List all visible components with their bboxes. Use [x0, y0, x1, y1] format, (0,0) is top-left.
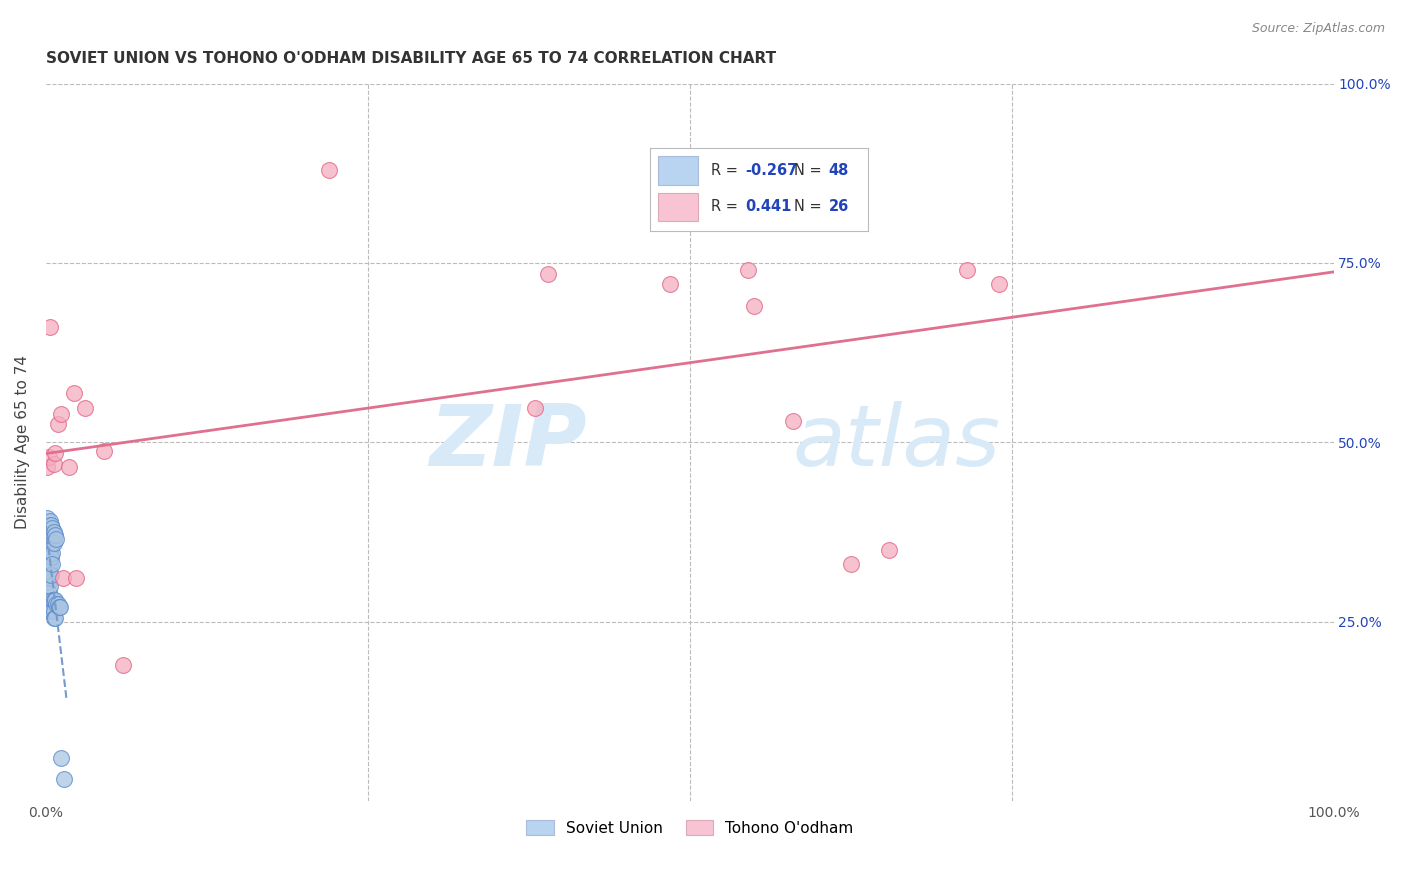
Point — [537, 267, 560, 281]
Point — [52, 572, 75, 586]
Point — [44, 611, 66, 625]
Point — [37, 524, 59, 539]
Point — [38, 586, 60, 600]
Point — [41, 593, 63, 607]
Point — [44, 446, 66, 460]
Point — [38, 597, 60, 611]
Point — [38, 535, 60, 549]
Point — [659, 277, 682, 292]
Point — [318, 162, 340, 177]
Text: 0.441: 0.441 — [745, 199, 792, 214]
Point — [38, 604, 60, 618]
Point — [41, 535, 63, 549]
Point — [65, 572, 87, 586]
Point — [39, 528, 62, 542]
Point — [524, 401, 547, 415]
Point — [839, 557, 862, 571]
Text: 26: 26 — [828, 199, 849, 214]
FancyBboxPatch shape — [658, 193, 697, 221]
Point — [38, 564, 60, 578]
Point — [955, 263, 977, 277]
Point — [37, 539, 59, 553]
Point — [46, 417, 69, 432]
Point — [42, 535, 65, 549]
Point — [37, 560, 59, 574]
Text: N =: N = — [793, 199, 825, 214]
Point — [38, 568, 60, 582]
Point — [45, 532, 67, 546]
Point — [51, 751, 73, 765]
Text: -0.267: -0.267 — [745, 163, 797, 178]
Point — [42, 457, 65, 471]
Point — [38, 517, 60, 532]
Point — [44, 528, 66, 542]
Point — [37, 575, 59, 590]
Point — [46, 597, 69, 611]
Point — [782, 414, 804, 428]
Text: SOVIET UNION VS TOHONO O'ODHAM DISABILITY AGE 65 TO 74 CORRELATION CHART: SOVIET UNION VS TOHONO O'ODHAM DISABILIT… — [46, 51, 776, 66]
Text: ZIP: ZIP — [429, 401, 586, 483]
Legend: Soviet Union, Tohono O'odham: Soviet Union, Tohono O'odham — [519, 813, 860, 844]
Point — [37, 460, 59, 475]
Text: R =: R = — [711, 199, 747, 214]
Point — [38, 575, 60, 590]
Point — [112, 657, 135, 672]
Point — [63, 386, 86, 401]
Point — [41, 604, 63, 618]
Point — [42, 611, 65, 625]
Point — [41, 557, 63, 571]
Point — [38, 524, 60, 539]
Point — [42, 593, 65, 607]
Point — [39, 539, 62, 553]
Point — [41, 546, 63, 560]
Point — [38, 557, 60, 571]
Point — [39, 517, 62, 532]
Point — [93, 443, 115, 458]
Point — [49, 600, 72, 615]
Point — [41, 521, 63, 535]
Point — [37, 510, 59, 524]
Point — [38, 542, 60, 557]
Point — [38, 553, 60, 567]
Text: atlas: atlas — [793, 401, 1001, 483]
Point — [742, 299, 765, 313]
Point — [879, 542, 901, 557]
Text: N =: N = — [793, 163, 825, 178]
Point — [45, 597, 67, 611]
Point — [58, 460, 80, 475]
Point — [39, 568, 62, 582]
Point — [987, 277, 1010, 292]
Point — [51, 407, 73, 421]
Point — [38, 546, 60, 560]
Point — [820, 212, 842, 227]
Point — [48, 600, 70, 615]
Point — [38, 450, 60, 464]
Point — [38, 579, 60, 593]
Point — [737, 263, 759, 277]
Point — [39, 549, 62, 564]
Point — [42, 524, 65, 539]
Point — [38, 514, 60, 528]
Point — [53, 772, 76, 787]
Point — [38, 320, 60, 334]
Point — [44, 593, 66, 607]
Point — [37, 549, 59, 564]
Text: Source: ZipAtlas.com: Source: ZipAtlas.com — [1251, 22, 1385, 36]
Point — [38, 532, 60, 546]
Y-axis label: Disability Age 65 to 74: Disability Age 65 to 74 — [15, 355, 30, 529]
Text: 48: 48 — [828, 163, 849, 178]
Point — [42, 604, 65, 618]
FancyBboxPatch shape — [658, 156, 697, 185]
Text: R =: R = — [711, 163, 742, 178]
Point — [73, 401, 96, 415]
